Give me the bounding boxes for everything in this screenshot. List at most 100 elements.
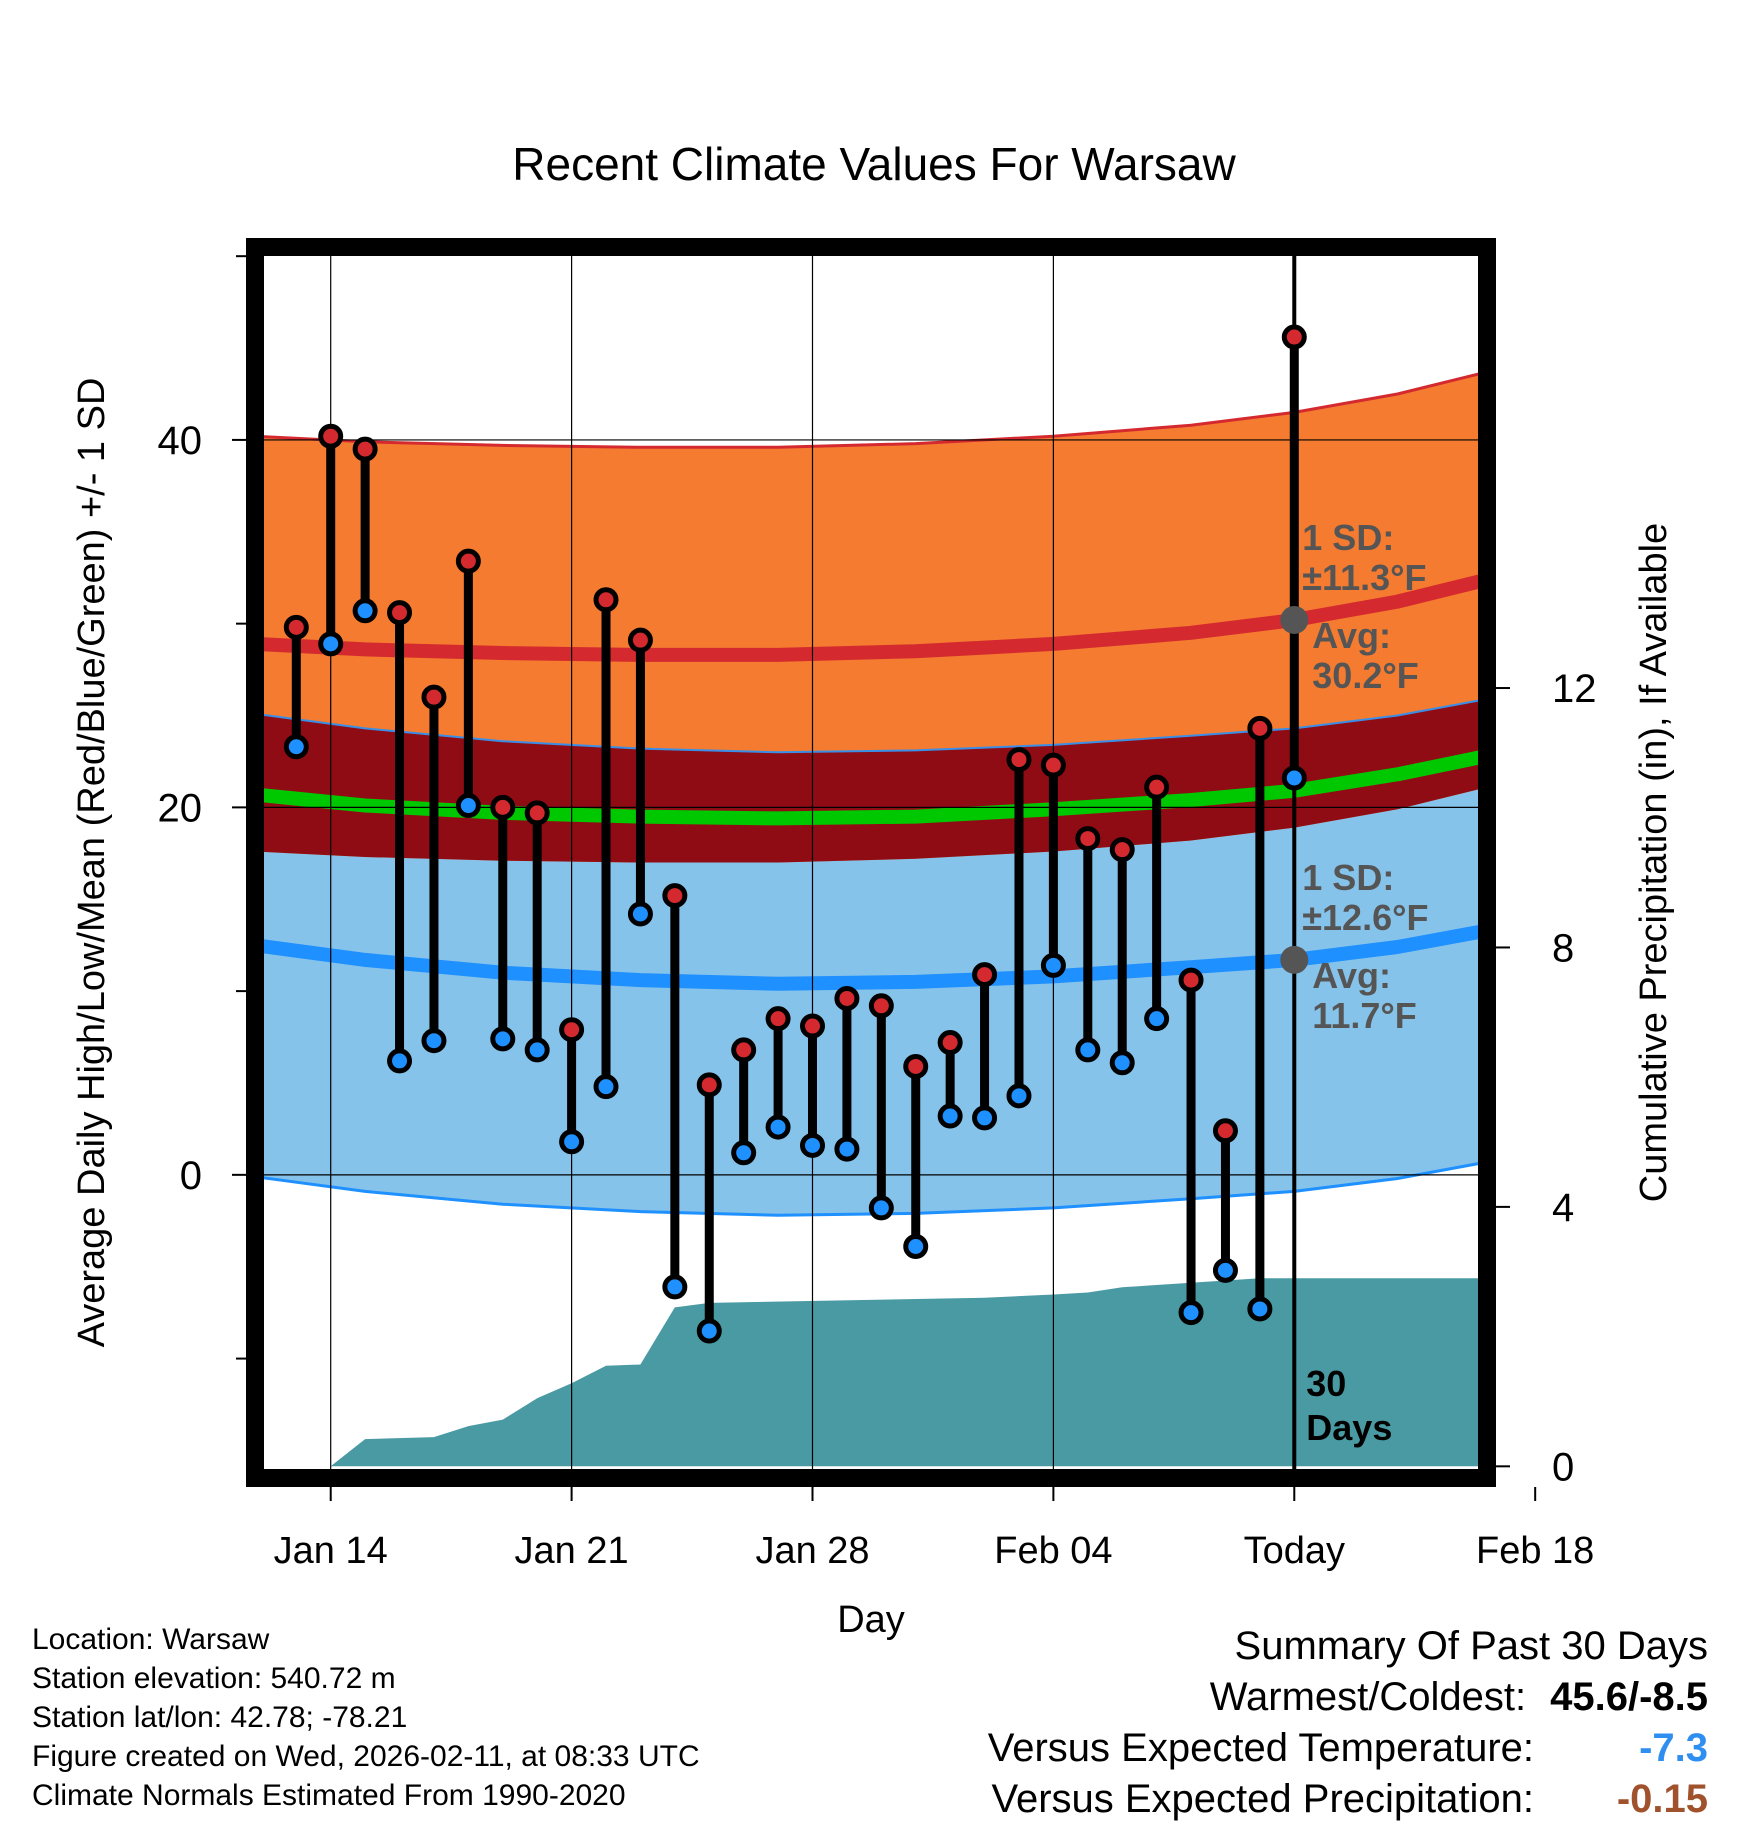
daily-low-point [972,1105,998,1131]
y-tick-label: 0 [180,1154,202,1198]
normal-low-line [254,923,1489,991]
daily-high-point [421,684,447,710]
daily-record [937,1030,963,1129]
daily-low-point [352,598,378,624]
daily-high-point [352,436,378,462]
daily-record [1040,752,1066,978]
low-sd-label: 1 SD: [1302,857,1394,898]
daily-stems [283,324,1307,1344]
daily-high-point [524,800,550,826]
daily-low-point [903,1233,929,1259]
high-avg-marker [1280,605,1309,634]
precipitation-area [330,1278,1488,1467]
daily-record [318,423,344,657]
daily-low-point [1178,1300,1204,1326]
low-sd-label: ±12.6°F [1302,897,1428,938]
daily-record [455,548,481,819]
y-tick-label: 20 [158,786,203,830]
daily-high-point [972,962,998,988]
daily-low-point [490,1026,516,1052]
y2-tick-label: 4 [1552,1186,1574,1230]
daily-high-point [662,883,688,909]
temperature-departure-label: Versus Expected Temperature: [987,1726,1534,1770]
normal-bands [254,370,1488,1217]
daily-high-point [490,794,516,820]
daily-low-point [868,1195,894,1221]
warmest-coldest-label: Warmest/Coldest: [1209,1675,1527,1719]
y-axis-label: Average Daily High/Low/Mean (Red/Blue/Gr… [71,378,113,1348]
daily-high-point [1006,747,1032,773]
high-sd-label: ±11.3°F [1302,557,1426,598]
y2-axis-label: Cumulative Precipitation (in), If Availa… [1633,523,1675,1202]
daily-high-point [1109,837,1135,863]
plot-frame [246,238,1496,1487]
low-avg-label: Avg: [1312,955,1391,996]
daily-record [972,962,998,1131]
daily-high-point [696,1072,722,1098]
daily-record [524,800,550,1063]
daily-record [627,627,653,927]
low-sd-upper-edge [254,698,1488,754]
normals-text: Climate Normals Estimated From 1990-2020 [32,1779,626,1812]
daily-high-point [1144,774,1170,800]
daily-low-point [731,1140,757,1166]
daily-record [1212,1118,1238,1283]
daily-low-point [593,1074,619,1100]
daily-low-point [662,1274,688,1300]
temperature-departure-value: -7.3 [1639,1726,1708,1770]
created-text: Figure created on Wed, 2026-02-11, at 08… [32,1740,700,1773]
normal-high-line [254,572,1489,662]
daily-low-point [455,793,481,819]
window-label-unit: Days [1306,1407,1392,1448]
x-tick-label: Feb 18 [1476,1530,1594,1572]
daily-low-point [834,1136,860,1162]
daily-record [559,1017,585,1155]
x-tick-label: Feb 04 [994,1530,1112,1572]
y2-tick-label: 0 [1552,1445,1574,1489]
daily-record [731,1037,757,1166]
summary-panel: Summary Of Past 30 Days Warmest/Coldest:… [988,1620,1708,1825]
low-avg-label: 11.7°F [1312,995,1416,1036]
daily-low-point [1040,952,1066,978]
window-label-number: 30 [1306,1363,1346,1404]
daily-low-point [1144,1006,1170,1032]
daily-record [1178,967,1204,1326]
daily-high-point [1040,752,1066,778]
daily-high-point [1281,324,1307,350]
daily-high-point [283,614,309,640]
daily-high-point [868,993,894,1019]
daily-record [834,985,860,1162]
x-tick-label: Jan 14 [274,1530,388,1572]
daily-record [387,600,413,1074]
overlap-band [255,699,1487,863]
daily-high-point [1075,826,1101,852]
daily-low-point [1075,1037,1101,1063]
daily-high-point [1212,1118,1238,1144]
daily-high-point [593,587,619,613]
daily-record [593,587,619,1100]
y2-tick-label: 12 [1552,667,1597,711]
daily-record [283,614,309,760]
daily-low-point [627,901,653,927]
summary-title: Summary Of Past 30 Days [1234,1624,1708,1668]
precipitation-departure-row: Versus Expected Precipitation: -0.15 [988,1774,1708,1825]
daily-high-point [799,1013,825,1039]
daily-record [903,1053,929,1259]
daily-record [1006,747,1032,1109]
daily-high-point [387,600,413,626]
daily-high-point [627,627,653,653]
daily-low-point [318,631,344,657]
x-axis-label: Day [837,1599,905,1641]
high-sd-upper-edge [254,370,1488,449]
daily-record [799,1013,825,1158]
daily-record [1247,715,1273,1322]
daily-low-point [1006,1083,1032,1109]
daily-record [1075,826,1101,1063]
daily-low-point [799,1132,825,1158]
daily-low-point [696,1318,722,1344]
location-text: Location: Warsaw [32,1623,270,1656]
daily-record [662,883,688,1300]
chart-title: Recent Climate Values For Warsaw [512,138,1236,190]
daily-high-point [765,1006,791,1032]
